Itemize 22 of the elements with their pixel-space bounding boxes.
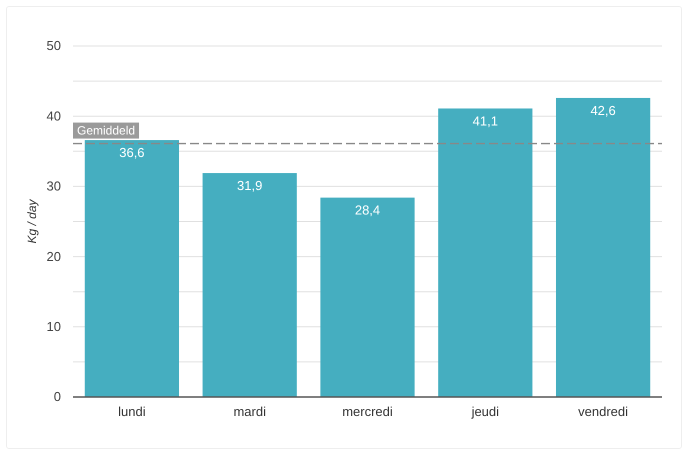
y-axis-title: Kg / day	[25, 198, 39, 244]
bar	[202, 173, 297, 397]
x-tick-label: vendredi	[578, 404, 628, 420]
x-tick-label: lundi	[118, 404, 146, 420]
data-label: 28,4	[354, 202, 380, 218]
x-tick-label: mercredi	[342, 404, 393, 420]
y-tick-label: 50	[46, 38, 61, 54]
y-tick-label: 20	[46, 248, 61, 264]
data-label: 42,6	[590, 102, 616, 118]
data-label: 31,9	[237, 178, 262, 194]
ref-line-label: Gemiddeld	[77, 124, 136, 138]
x-tick-label: jeudi	[470, 404, 500, 420]
data-label: 36,6	[119, 145, 145, 160]
x-tick-label: mardi	[233, 404, 266, 420]
y-tick-label: 0	[54, 389, 61, 404]
y-tick-label: 30	[46, 178, 61, 194]
y-tick-label: 10	[46, 318, 61, 334]
data-label: 41,1	[472, 113, 498, 128]
y-tick-label: 40	[46, 108, 61, 124]
bar	[438, 108, 532, 397]
bar	[320, 198, 415, 397]
bar	[556, 98, 650, 397]
